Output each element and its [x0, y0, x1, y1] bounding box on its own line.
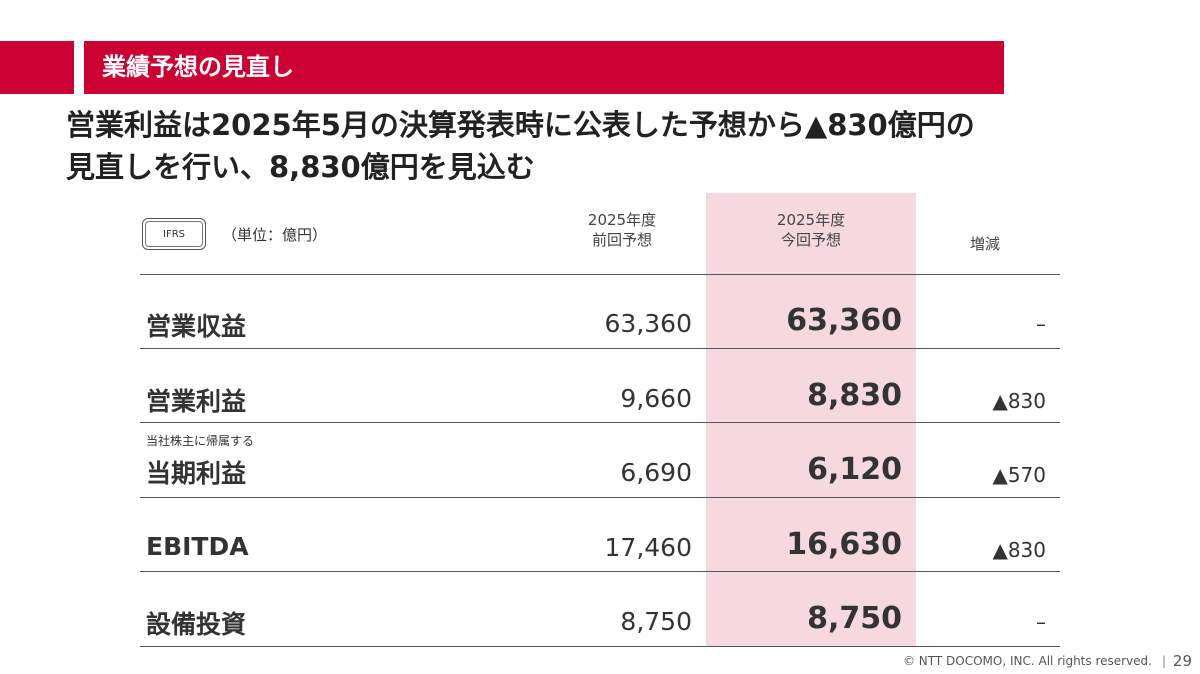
- row-curr-operating-profit: 8,830: [807, 378, 902, 413]
- current-forecast-highlight: [706, 193, 916, 647]
- header-bar-accent: [0, 41, 74, 94]
- row-label-ebitda: EBITDA: [146, 532, 249, 561]
- row-curr-ebitda: 16,630: [786, 527, 902, 562]
- row-diff-revenue: –: [1036, 312, 1046, 336]
- row-diff-ebitda: ▲830: [992, 538, 1046, 562]
- copyright: © NTT DOCOMO, INC. All rights reserved.: [902, 654, 1152, 668]
- row-prev-ebitda: 17,460: [604, 533, 692, 562]
- column-header-change: 増減: [969, 235, 1000, 253]
- column-header-previous: 2025年度 前回予想: [532, 210, 712, 250]
- table-header-divider: [140, 274, 1060, 275]
- column-header-current-label: 今回予想: [780, 231, 841, 249]
- table-bottom-line: [140, 646, 1060, 647]
- column-header-previous-label: 前回予想: [591, 231, 652, 249]
- column-header-current-year: 2025年度: [776, 211, 846, 229]
- row-curr-net-income: 6,120: [807, 452, 902, 487]
- row-divider: [140, 497, 1060, 498]
- row-curr-capex: 8,750: [807, 601, 902, 636]
- row-prev-net-income: 6,690: [620, 458, 692, 487]
- headline-line-1: 営業利益は2025年5月の決算発表時に公表した予想から▲830億円の: [66, 108, 975, 142]
- header-bar: 業績予想の見直し: [84, 41, 1004, 94]
- section-title: 業績予想の見直し: [102, 53, 294, 81]
- row-prev-operating-profit: 9,660: [620, 384, 692, 413]
- ifrs-badge-label: IFRS: [163, 228, 185, 240]
- headline: 営業利益は2025年5月の決算発表時に公表した予想から▲830億円の 見直しを行…: [66, 104, 1166, 188]
- row-prev-capex: 8,750: [620, 607, 692, 636]
- row-label-net-income: 当期利益: [146, 459, 247, 488]
- row-label-operating-profit: 営業利益: [146, 387, 247, 416]
- row-curr-revenue: 63,360: [786, 303, 902, 338]
- row-sublabel-net-income: 当社株主に帰属する: [146, 434, 255, 448]
- page-number: 29: [1172, 652, 1192, 670]
- headline-line-2: 見直しを行い、8,830億円を見込む: [66, 150, 535, 184]
- row-divider: [140, 571, 1060, 572]
- footer-separator: |: [1161, 654, 1166, 668]
- ifrs-badge: IFRS: [142, 218, 206, 250]
- row-divider: [140, 422, 1060, 423]
- column-header-previous-year: 2025年度: [587, 211, 657, 229]
- row-label-revenue: 営業収益: [146, 312, 247, 341]
- column-header-current: 2025年度 今回予想: [706, 210, 916, 250]
- row-prev-revenue: 63,360: [604, 309, 692, 338]
- row-diff-capex: –: [1036, 610, 1046, 634]
- row-divider: [140, 348, 1060, 349]
- row-diff-operating-profit: ▲830: [992, 389, 1046, 413]
- row-label-capex: 設備投資: [146, 610, 247, 639]
- row-diff-net-income: ▲570: [992, 463, 1046, 487]
- unit-label: （単位：億円）: [222, 226, 328, 244]
